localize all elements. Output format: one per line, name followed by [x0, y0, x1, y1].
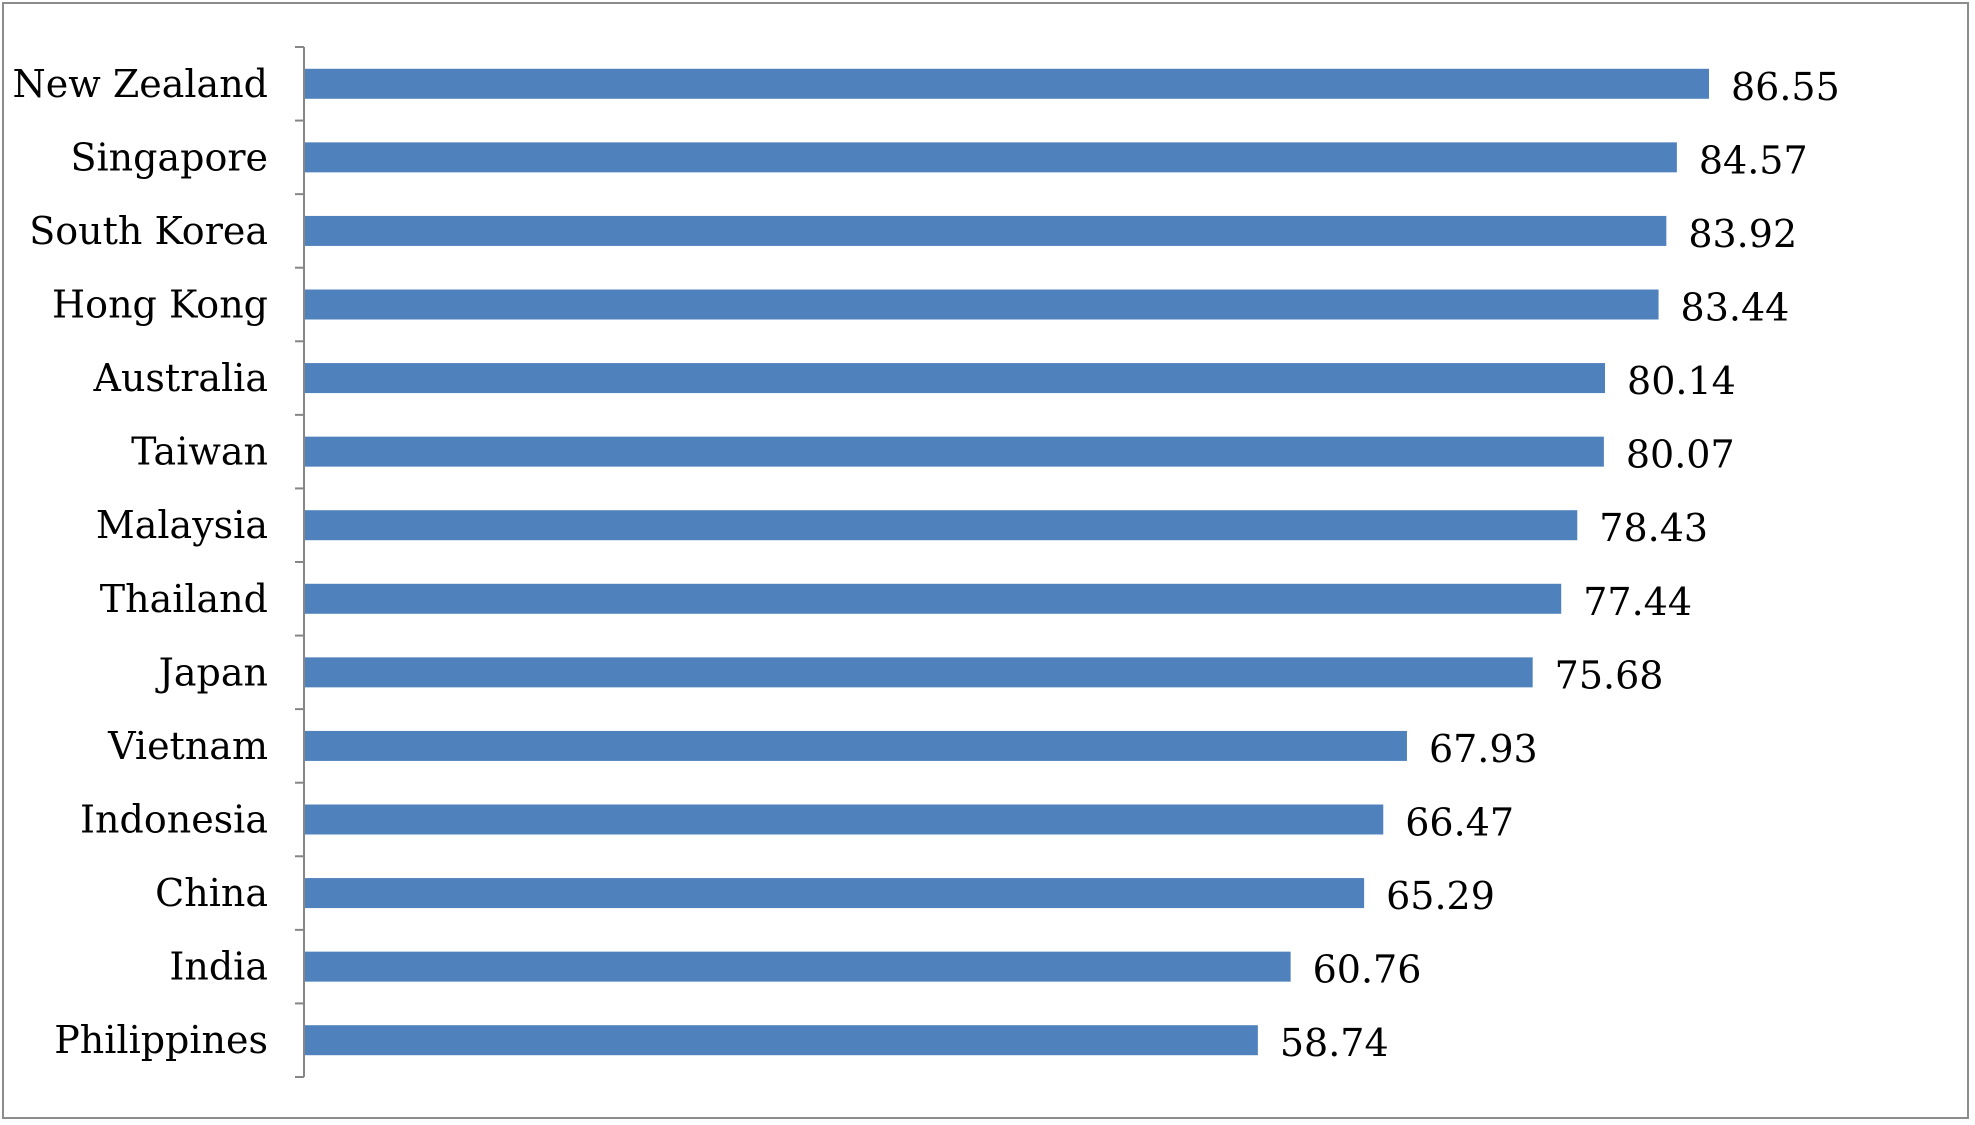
category-tick-label: Japan — [155, 650, 268, 694]
data-label: 66.47 — [1405, 801, 1514, 845]
category-tick-label: Thailand — [100, 577, 268, 621]
category-tick-label: Australia — [93, 356, 268, 400]
data-label: 83.44 — [1681, 286, 1790, 330]
bar — [305, 583, 1562, 614]
category-tick-label: Singapore — [71, 135, 269, 179]
category-tick-label: Vietnam — [107, 724, 268, 768]
bar — [305, 68, 1709, 99]
category-tick-label: New Zealand — [13, 62, 269, 106]
category-tick-label: India — [169, 945, 268, 989]
data-label: 77.44 — [1583, 580, 1692, 624]
data-label: 86.55 — [1731, 65, 1840, 109]
bar — [305, 363, 1606, 394]
category-tick-label: Hong Kong — [52, 283, 268, 327]
data-label: 67.93 — [1429, 727, 1538, 771]
bar — [305, 657, 1533, 688]
data-label: 58.74 — [1280, 1021, 1389, 1065]
category-axis — [295, 46, 305, 1078]
bar — [305, 804, 1384, 835]
data-label: 80.07 — [1626, 433, 1735, 477]
data-label: 65.29 — [1386, 874, 1495, 918]
data-label: 83.92 — [1688, 212, 1797, 256]
bar — [305, 215, 1667, 246]
category-tick-label: Indonesia — [80, 798, 268, 842]
data-label: 80.14 — [1627, 359, 1736, 403]
data-label: 75.68 — [1555, 653, 1664, 697]
category-tick-label: China — [155, 871, 268, 915]
bar — [305, 878, 1365, 909]
bar — [305, 1025, 1258, 1056]
bar — [305, 951, 1291, 982]
bar-series — [305, 68, 1709, 1056]
bar — [305, 510, 1578, 541]
bar — [305, 436, 1604, 467]
category-tick-label: Philippines — [54, 1018, 268, 1062]
data-label: 60.76 — [1313, 948, 1422, 992]
category-tick-label: Malaysia — [96, 503, 268, 547]
label-layer: New Zealand 86.55 Singapore 84.57 South Kore… — [13, 62, 1840, 1065]
category-tick-label: Taiwan — [131, 430, 268, 474]
data-label: 78.43 — [1599, 506, 1708, 550]
bar — [305, 730, 1407, 761]
data-label: 84.57 — [1699, 138, 1808, 182]
category-tick-label: South Korea — [29, 209, 268, 253]
bar — [305, 142, 1677, 173]
bar — [305, 289, 1659, 320]
